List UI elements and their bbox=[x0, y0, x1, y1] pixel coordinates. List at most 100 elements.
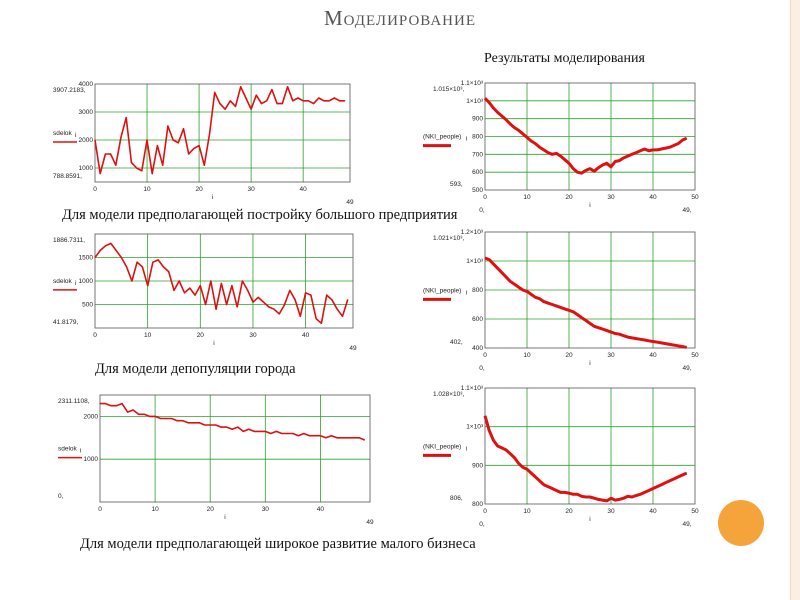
x-tick-label: 10 bbox=[143, 186, 151, 193]
data-point bbox=[273, 308, 275, 310]
data-point bbox=[266, 100, 268, 102]
data-point bbox=[331, 299, 333, 301]
slide-frame-right bbox=[790, 0, 800, 600]
data-point bbox=[493, 107, 494, 109]
data-point bbox=[535, 143, 536, 145]
data-point bbox=[157, 259, 159, 261]
data-point bbox=[237, 426, 239, 428]
range-top-label: 2311.1108, bbox=[58, 398, 90, 405]
x-tick-label: 40 bbox=[649, 352, 657, 359]
data-point bbox=[619, 160, 620, 161]
data-point bbox=[231, 285, 233, 287]
data-point bbox=[661, 484, 662, 486]
y-tick-label: 600 bbox=[472, 316, 483, 323]
data-point bbox=[501, 115, 503, 117]
x-tick-label: 50 bbox=[691, 194, 699, 201]
data-point bbox=[336, 308, 338, 310]
data-point bbox=[125, 266, 128, 268]
y-axis-label: sdelok bbox=[53, 278, 73, 285]
data-point bbox=[644, 148, 645, 150]
data-point bbox=[509, 123, 511, 125]
data-point bbox=[294, 299, 296, 301]
data-point bbox=[297, 435, 299, 437]
y-tick-label: 600 bbox=[472, 169, 483, 176]
data-point bbox=[198, 422, 200, 424]
y-axis-label-subscript: i bbox=[75, 280, 76, 287]
x-axis-label: i bbox=[589, 360, 590, 367]
data-point bbox=[497, 445, 498, 447]
data-point bbox=[661, 342, 662, 344]
data-point bbox=[131, 280, 133, 282]
data-point bbox=[110, 242, 112, 244]
x-tick-label: 10 bbox=[523, 508, 531, 515]
y-tick-label: 3000 bbox=[79, 109, 94, 116]
data-point bbox=[593, 170, 595, 172]
y-axis-label-subscript: i bbox=[466, 445, 467, 452]
x-tick-label: 50 bbox=[691, 352, 699, 359]
data-point bbox=[602, 499, 603, 501]
data-point bbox=[610, 166, 612, 168]
data-point bbox=[593, 325, 595, 327]
data-point bbox=[210, 280, 212, 282]
data-point bbox=[141, 170, 143, 172]
y-tick-label: 1000 bbox=[79, 278, 94, 285]
y-tick-label: 1000 bbox=[84, 456, 99, 463]
data-point bbox=[194, 294, 196, 296]
data-point bbox=[162, 164, 164, 166]
y-tick-label: 4000 bbox=[79, 81, 94, 88]
data-point bbox=[539, 298, 540, 300]
data-point bbox=[193, 147, 195, 149]
x-tick-label: 20 bbox=[565, 352, 573, 359]
data-point bbox=[593, 497, 595, 499]
data-point bbox=[183, 292, 186, 294]
y-tick-label: 500 bbox=[472, 187, 483, 194]
data-point bbox=[522, 289, 524, 291]
x-tick-label: 0 bbox=[98, 506, 102, 513]
data-point bbox=[120, 256, 122, 259]
data-point bbox=[352, 437, 355, 439]
data-point bbox=[568, 162, 570, 164]
range-top-label: 1886.7311, bbox=[53, 237, 85, 244]
x-tick-label: 10 bbox=[151, 506, 159, 513]
data-point bbox=[631, 337, 633, 339]
x-tick-label: 20 bbox=[197, 332, 205, 339]
x-axis-label: i bbox=[213, 340, 214, 347]
data-point bbox=[577, 171, 578, 173]
data-point bbox=[686, 137, 687, 139]
data-point bbox=[623, 157, 624, 159]
data-point bbox=[292, 432, 294, 435]
data-point bbox=[204, 303, 207, 306]
data-point bbox=[547, 302, 549, 304]
data-point bbox=[509, 453, 511, 455]
caption-depopulation: Для модели депопуляции города bbox=[95, 361, 296, 377]
data-point bbox=[226, 426, 228, 428]
data-point bbox=[614, 499, 616, 501]
data-point bbox=[568, 309, 570, 311]
y-tick-label: 1×10³ bbox=[466, 98, 484, 105]
data-point bbox=[286, 86, 289, 88]
data-point bbox=[182, 128, 185, 130]
data-point bbox=[530, 472, 532, 474]
data-point bbox=[242, 430, 244, 432]
range-bottom-label: 788.8591, bbox=[53, 173, 82, 180]
x-tick-label: 0 bbox=[483, 508, 487, 515]
data-point bbox=[518, 286, 519, 288]
data-point bbox=[581, 495, 582, 497]
data-point bbox=[341, 315, 344, 317]
x-right-label: 49, bbox=[682, 365, 691, 372]
data-point bbox=[619, 498, 620, 500]
data-point bbox=[635, 152, 637, 153]
data-point bbox=[147, 285, 149, 287]
data-point bbox=[132, 409, 134, 411]
data-point bbox=[631, 496, 633, 498]
data-point bbox=[661, 148, 662, 150]
data-point bbox=[104, 153, 107, 155]
y-axis-label-subscript: i bbox=[466, 289, 467, 296]
x-tick-label: 40 bbox=[317, 506, 325, 513]
data-point bbox=[543, 301, 545, 302]
data-point bbox=[493, 439, 494, 441]
x-tick-label: 40 bbox=[300, 186, 308, 193]
